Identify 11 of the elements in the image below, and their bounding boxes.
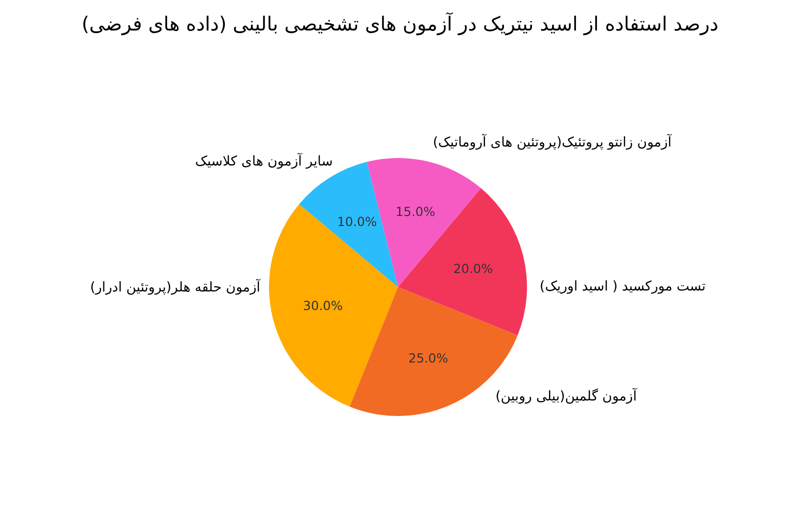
slice-label: آزمون حلقه هلر(پروتئین ادرار) — [90, 278, 262, 296]
slice-label: تست مورکسید ( اسید اوریک) — [540, 278, 706, 295]
slice-label: آزمون گلمین(بیلی روبین) — [495, 388, 638, 405]
data-label: 20.0% — [453, 260, 494, 276]
data-label: 10.0% — [337, 214, 377, 229]
slice-label: سایر آزمون های کلاسیک — [195, 152, 333, 170]
chart-title: درصد استفاده از اسید نیتریک در آزمون های تشخیصی بالینی (داده های فرضی) — [82, 12, 718, 36]
slice-label: آزمون زانتو پروتئیک(پروتئین های آروماتیک) — [432, 134, 673, 151]
data-label: 15.0% — [396, 204, 436, 220]
data-label: 30.0% — [303, 298, 343, 314]
data-label: 25.0% — [408, 350, 448, 366]
